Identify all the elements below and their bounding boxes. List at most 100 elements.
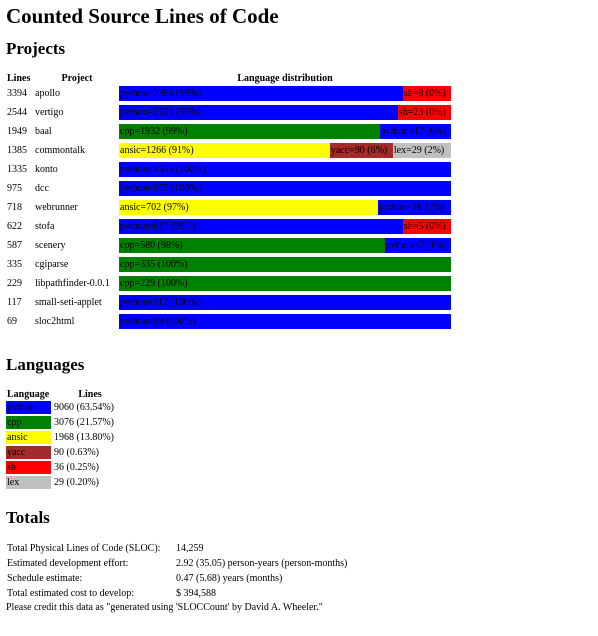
language-distribution-bar: ansic=702 (97%) python=16 (2%) [119, 200, 451, 215]
language-lines: 9060 (63.54%) [54, 402, 114, 413]
distribution-segment-python: python=7 (1%) [384, 238, 451, 253]
distribution-segment-cpp: cpp=229 (100%) [119, 276, 451, 291]
language-row: python 9060 (63.54%) [6, 400, 592, 415]
project-name: baal [35, 126, 52, 137]
totals-label: Total Physical Lines of Code (SLOC): [7, 543, 161, 554]
language-row: yacc 90 (0.63%) [6, 445, 592, 460]
project-row: 2544 vertigo python=2521 (99%) sh=23 (0%) [6, 103, 592, 122]
project-lines: 1949 [7, 126, 27, 137]
languages-table-body: python 9060 (63.54%) cpp 3076 (21.57%) ansic… [6, 400, 592, 490]
project-lines: 1385 [7, 145, 27, 156]
credit-text: Please credit this data as "generated us… [6, 602, 323, 613]
project-lines: 622 [7, 221, 22, 232]
projects-table-header: Lines Project Language distribution [6, 70, 592, 84]
project-row: 622 stofa python=617 (99%) sh=5 (0%) [6, 217, 592, 236]
totals-label: Schedule estimate: [7, 573, 83, 584]
page-title: Counted Source Lines of Code [6, 4, 279, 28]
language-row: sh 36 (0.25%) [6, 460, 592, 475]
language-row: ansic 1968 (13.80%) [6, 430, 592, 445]
totals-row: Total Physical Lines of Code (SLOC): 14,2… [6, 541, 592, 556]
header-distribution: Language distribution [237, 73, 333, 84]
languages-heading: Languages [6, 355, 85, 374]
project-row: 1335 konto python=1335 (100%) [6, 160, 592, 179]
totals-value: 14,259 [176, 543, 204, 554]
totals-value: $ 394,588 [176, 588, 216, 599]
language-distribution-bar: cpp=580 (98%) python=7 (1%) [119, 238, 451, 253]
header-language: Language [7, 389, 50, 400]
languages-table-header: Language Lines [6, 386, 592, 400]
project-lines: 3394 [7, 88, 27, 99]
totals-section: Totals Total Physical Lines of Code (SLO… [6, 508, 592, 614]
project-row: 229 libpathfinder-0.0.1 cpp=229 (100%) [6, 274, 592, 293]
language-distribution-bar: python=975 (100%) [119, 181, 451, 196]
distribution-segment-python: python=617 (99%) [119, 219, 403, 234]
totals-value: 2.92 (35.05) person-years (person-months… [176, 558, 348, 569]
project-lines: 1335 [7, 164, 27, 175]
project-name: konto [35, 164, 58, 175]
distribution-segment-python: python=117 (100%) [119, 295, 451, 310]
projects-table-body: 3394 apollo python=3386 (99%) sh=8 (0%) 2544… [6, 84, 592, 331]
project-row: 69 sloc2html python=69 (100%) [6, 312, 592, 331]
project-row: 718 webrunner ansic=702 (97%) python=16 (2%… [6, 198, 592, 217]
totals-label: Estimated development effort: [7, 558, 129, 569]
project-lines: 2544 [7, 107, 27, 118]
language-swatch-yacc: yacc [6, 446, 51, 459]
language-lines: 1968 (13.80%) [54, 432, 114, 443]
language-distribution-bar: cpp=335 (100%) [119, 257, 451, 272]
distribution-segment-python: python=3386 (99%) [119, 86, 403, 101]
distribution-segment-sh: sh=5 (0%) [402, 219, 451, 234]
totals-row: Estimated development effort: 2.92 (35.05… [6, 556, 592, 571]
distribution-segment-python: python=1335 (100%) [119, 162, 451, 177]
project-lines: 69 [7, 316, 17, 327]
project-name: libpathfinder-0.0.1 [35, 278, 110, 289]
distribution-segment-cpp: cpp=580 (98%) [119, 238, 385, 253]
project-lines: 587 [7, 240, 22, 251]
totals-heading: Totals [6, 508, 50, 527]
distribution-segment-python: python=2521 (99%) [119, 105, 398, 120]
language-distribution-bar: python=117 (100%) [119, 295, 451, 310]
language-distribution-bar: python=617 (99%) sh=5 (0%) [119, 219, 451, 234]
distribution-segment-cpp: cpp=335 (100%) [119, 257, 451, 272]
project-lines: 229 [7, 278, 22, 289]
project-name: small-seti-applet [35, 297, 102, 308]
language-swatch-sh: sh [6, 461, 51, 474]
language-swatch-python: python [6, 401, 51, 414]
distribution-segment-ansic: ansic=702 (97%) [119, 200, 378, 215]
project-name: scenery [35, 240, 66, 251]
project-lines: 718 [7, 202, 22, 213]
projects-heading: Projects [6, 39, 66, 58]
project-name: sloc2html [35, 316, 75, 327]
totals-value: 0.47 (5.68) years (months) [176, 573, 283, 584]
language-lines: 3076 (21.57%) [54, 417, 114, 428]
project-lines: 335 [7, 259, 22, 270]
distribution-segment-sh: sh=8 (0%) [402, 86, 451, 101]
project-name: webrunner [35, 202, 78, 213]
project-row: 3394 apollo python=3386 (99%) sh=8 (0%) [6, 84, 592, 103]
distribution-segment-cpp: cpp=1932 (99%) [119, 124, 380, 139]
project-row: 587 scenery cpp=580 (98%) python=7 (1%) [6, 236, 592, 255]
distribution-segment-python: python=17 (0%) [379, 124, 451, 139]
language-distribution-bar: cpp=229 (100%) [119, 276, 451, 291]
totals-row: Total estimated cost to develop: $ 394,58… [6, 586, 592, 601]
language-lines: 29 (0.20%) [54, 477, 99, 488]
totals-row: Schedule estimate: 0.47 (5.68) years (mon… [6, 571, 592, 586]
distribution-segment-python: python=69 (100%) [119, 314, 451, 329]
language-swatch-cpp: cpp [6, 416, 51, 429]
distribution-segment-ansic: ansic=1266 (91%) [119, 143, 330, 158]
projects-section: Projects Lines Project Language distribu… [6, 39, 592, 331]
project-lines: 117 [7, 297, 22, 308]
totals-table: Total Physical Lines of Code (SLOC): 14,2… [6, 541, 592, 601]
language-lines: 36 (0.25%) [54, 462, 99, 473]
language-row: cpp 3076 (21.57%) [6, 415, 592, 430]
distribution-segment-lex: lex=29 (2%) [392, 143, 451, 158]
language-swatch-ansic: ansic [6, 431, 51, 444]
language-distribution-bar: cpp=1932 (99%) python=17 (0%) [119, 124, 451, 139]
language-swatch-lex: lex [6, 476, 51, 489]
project-name: vertigo [35, 107, 64, 118]
project-name: apollo [35, 88, 60, 99]
language-row: lex 29 (0.20%) [6, 475, 592, 490]
language-distribution-bar: python=3386 (99%) sh=8 (0%) [119, 86, 451, 101]
language-distribution-bar: python=1335 (100%) [119, 162, 451, 177]
distribution-segment-sh: sh=23 (0%) [397, 105, 451, 120]
